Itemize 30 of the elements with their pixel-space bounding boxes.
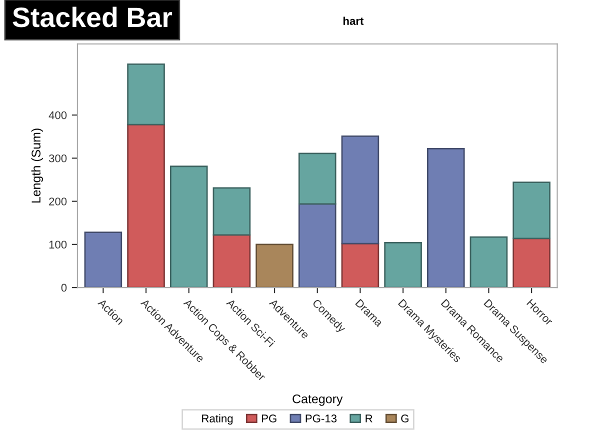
y-tick-label: 200 [49,198,67,206]
x-axis-title: Category [292,394,343,406]
bar [512,238,550,288]
bar [426,148,465,288]
bar [84,232,122,288]
bar [170,166,208,288]
bar [212,187,251,236]
bar [384,242,422,288]
bar [256,244,294,288]
bar [127,63,165,126]
text: hart [343,16,364,25]
bar [470,236,508,288]
bar [127,124,165,288]
legend-label: PG-13 [306,414,337,422]
legend-label: G [401,414,408,422]
chart-title: Stacked Bar [12,6,172,28]
bar [212,234,251,288]
legend-label: PG [262,414,276,422]
y-tick-label: 300 [48,154,67,162]
bar [512,182,550,240]
bar [298,203,336,288]
bar [341,242,380,288]
y-tick-label: 0 [61,284,67,292]
bar [298,152,336,205]
bar [341,135,380,244]
y-tick-label: 100 [49,240,67,249]
y-tick-label: 400 [48,111,67,120]
legend-title: Rating [202,414,233,425]
y-axis-title: Length (Sum) [31,128,43,203]
legend-label: R [366,414,372,422]
